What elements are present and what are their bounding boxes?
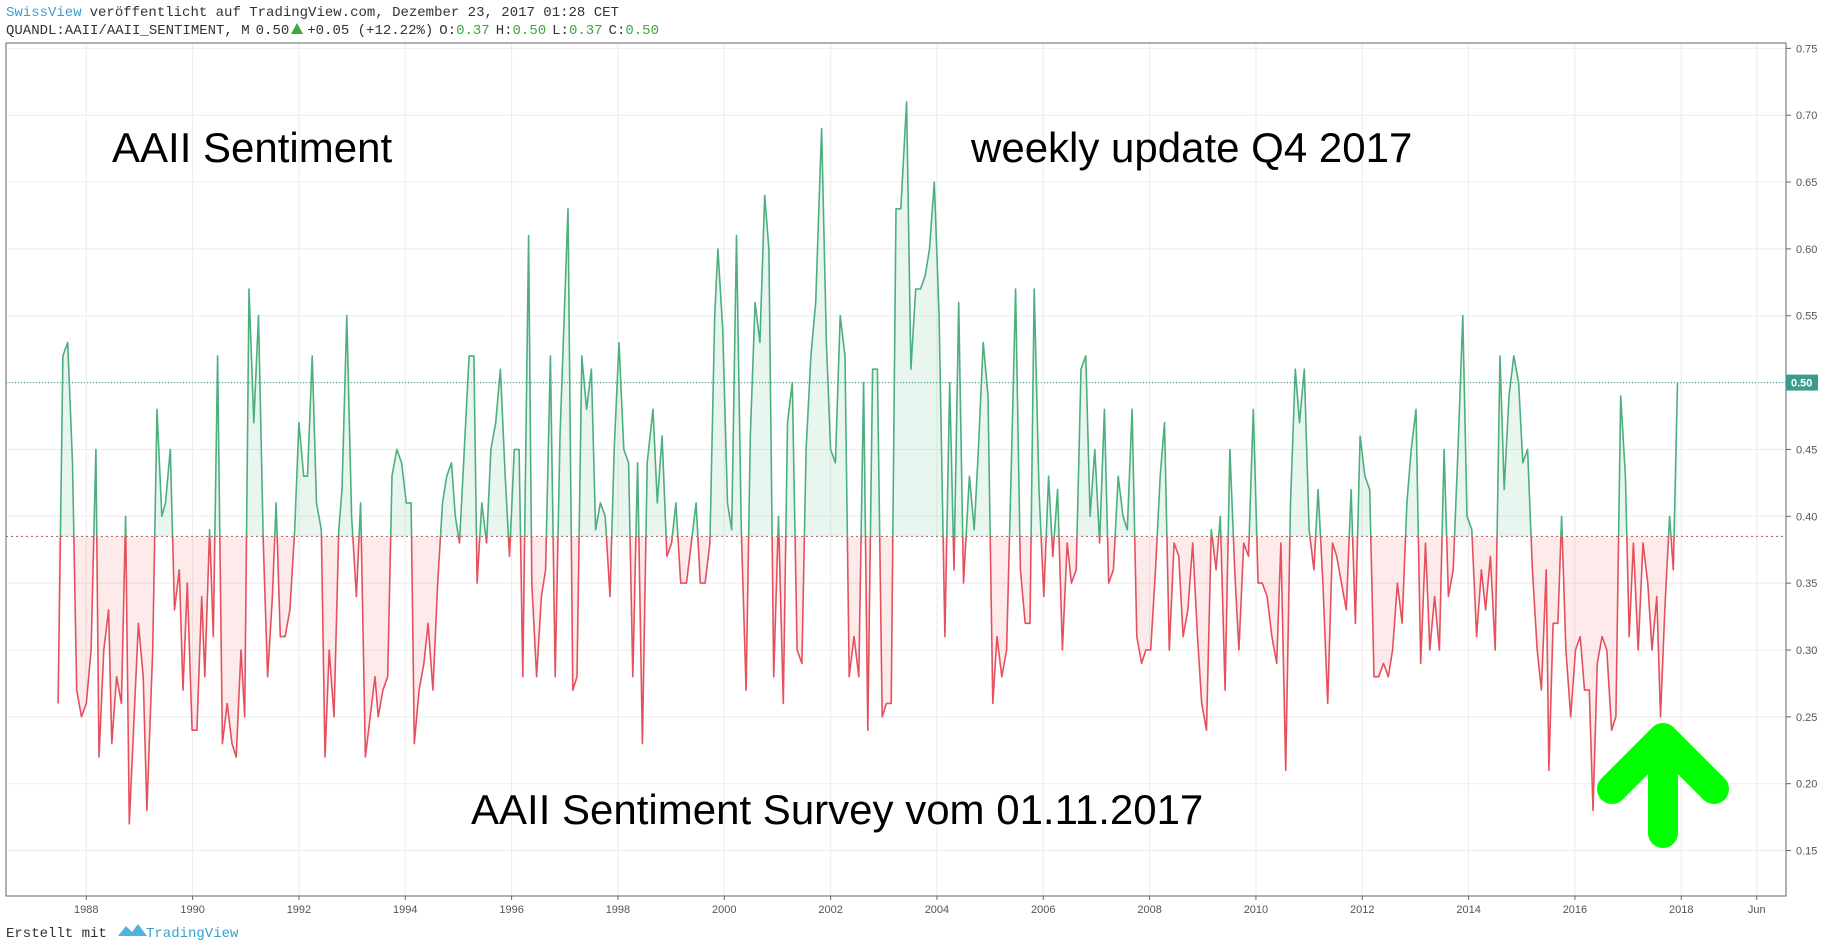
- change: +0.05 (+12.22%): [307, 23, 434, 39]
- y-tick-label: 0.15: [1796, 846, 1817, 858]
- y-tick-label: 0.75: [1796, 43, 1817, 55]
- x-tick-label: 2002: [818, 904, 842, 916]
- ohlc-value: 0.37: [568, 23, 603, 39]
- annotation: AAII Sentiment Survey vom 01.11.2017: [471, 786, 1203, 833]
- publisher[interactable]: SwissView: [6, 5, 82, 21]
- ohlc-value: 0.37: [456, 23, 490, 39]
- last: 0.50: [255, 23, 290, 39]
- x-tick-label: 2010: [1244, 904, 1268, 916]
- ohlc-label: H:: [495, 23, 513, 39]
- y-tick-label: 0.60: [1796, 244, 1817, 256]
- ohlc-label: L:: [552, 23, 569, 39]
- brand-icon: [118, 924, 147, 936]
- x-tick-label: 1988: [74, 904, 98, 916]
- x-tick-label: 1994: [393, 904, 417, 916]
- ohlc-label: C:: [608, 23, 626, 39]
- x-tick-label: 2016: [1563, 904, 1587, 916]
- ohlc: O:0.37 H:0.50 L:0.37 C:0.50: [439, 23, 665, 39]
- annotation: AAII Sentiment: [112, 124, 392, 171]
- header-line: SwissView veröffentlicht auf TradingView.…: [6, 4, 671, 22]
- header: SwissView veröffentlicht auf TradingView.…: [6, 4, 671, 40]
- arrow: [1597, 723, 1729, 848]
- y-tick-label: 0.25: [1796, 712, 1817, 724]
- y-tick-label: 0.35: [1796, 578, 1817, 590]
- y-tick-label: 0.70: [1796, 110, 1817, 122]
- x-tick-label: 2000: [712, 904, 736, 916]
- up-icon: [291, 23, 304, 34]
- footer-brand[interactable]: TradingView: [146, 926, 239, 942]
- line: [57, 101, 1679, 825]
- footer-text: Erstellt mit: [6, 926, 107, 942]
- published: veröffentlicht auf TradingView.com, Deze…: [89, 5, 619, 21]
- y-tick-label: 0.20: [1796, 779, 1817, 791]
- x-tick-label: 2006: [1031, 904, 1055, 916]
- header-line: QUANDL:AAII/AAII_SENTIMENT, M 0.50 +0.05 (…: [6, 22, 671, 40]
- x-tick-label: Jun: [1748, 904, 1766, 916]
- x-tick-label: 2008: [1137, 904, 1161, 916]
- x-tick-label: 2004: [925, 904, 949, 916]
- ohlc-label: O:: [439, 23, 457, 39]
- x-tick-label: 1998: [606, 904, 630, 916]
- last-value-label: 0.50: [1791, 378, 1812, 390]
- x-tick-label: 1996: [499, 904, 523, 916]
- y-tick-label: 0.45: [1796, 444, 1817, 456]
- ohlc-value: 0.50: [512, 23, 547, 39]
- y-tick-label: 0.65: [1796, 177, 1817, 189]
- x-tick-label: 2014: [1456, 904, 1480, 916]
- symbol: QUANDL:AAII/AAII_SENTIMENT, M: [6, 23, 250, 39]
- x-tick-label: 2018: [1669, 904, 1693, 916]
- ohlc-value: 0.50: [625, 23, 659, 39]
- x-tick-label: 1990: [180, 904, 204, 916]
- annotation: weekly update Q4 2017: [970, 124, 1412, 171]
- y-tick-label: 0.55: [1796, 311, 1817, 323]
- x-tick-label: 1992: [287, 904, 311, 916]
- y-tick-label: 0.40: [1796, 511, 1817, 523]
- y-tick-label: 0.30: [1796, 645, 1817, 657]
- last-value-box: [1786, 374, 1818, 391]
- x-tick-label: 2012: [1350, 904, 1374, 916]
- plot-frame: [5, 42, 1787, 897]
